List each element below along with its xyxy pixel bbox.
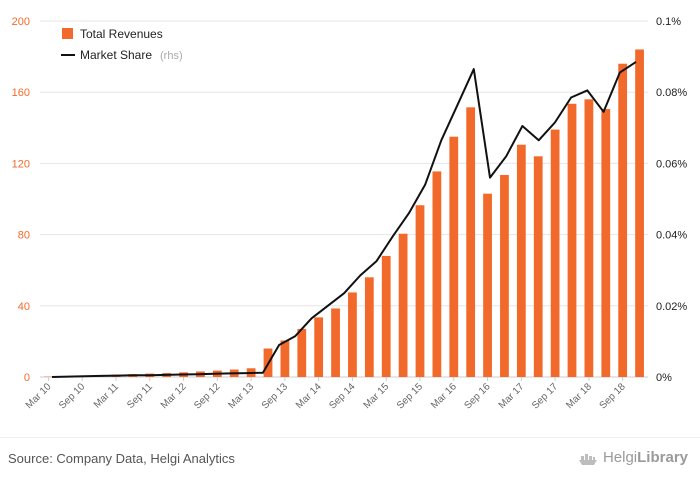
brand-ship-icon (578, 453, 597, 465)
revenue-bar (398, 233, 408, 377)
y-right-tick-label: 0% (656, 372, 672, 384)
revenue-bar (449, 136, 459, 377)
y-left-tick-label: 160 (12, 87, 30, 99)
x-tick-label: Mar 12 (159, 381, 189, 411)
y-left-tick-label: 80 (18, 230, 30, 242)
legend-label-total-revenues: Total Revenues (80, 27, 163, 41)
revenue-bar (415, 205, 425, 377)
legend-label-rhs: (rhs) (160, 50, 183, 62)
revenue-bar (314, 317, 324, 377)
revenue-bar (381, 255, 391, 377)
brand-name-light: Helgi (602, 449, 638, 466)
x-tick-label: Sep 11 (125, 381, 155, 411)
y-right-tick-label: 0.08% (656, 87, 687, 99)
revenue-bar (297, 328, 307, 377)
x-tick-label: Mar 13 (226, 381, 256, 411)
revenue-bar (364, 277, 374, 377)
legend-label-market-share: Market Share (80, 48, 152, 62)
y-left-tick-label: 40 (18, 301, 30, 313)
revenue-bar (618, 63, 628, 377)
revenue-bar (635, 49, 644, 377)
source-note: Source: Company Data, Helgi Analytics (8, 451, 235, 466)
x-tick-label: Mar 10 (24, 381, 54, 411)
revenue-bar (516, 144, 526, 377)
revenue-bar (432, 171, 442, 377)
x-tick-label: Mar 14 (294, 381, 324, 411)
market-share-line (51, 61, 637, 378)
x-tick-label: Sep 13 (260, 381, 290, 411)
y-right-tick-label: 0.04% (656, 230, 687, 242)
revenue-bar (601, 109, 611, 378)
x-tick-label: Mar 16 (429, 381, 459, 411)
revenue-bar (280, 340, 290, 377)
brand-name-bold: Library (637, 449, 688, 466)
y-right-tick-label: 0.1% (656, 16, 681, 28)
x-tick-label: Mar 11 (92, 381, 122, 411)
y-left-tick-label: 120 (12, 158, 30, 170)
y-right-tick-label: 0.02% (656, 301, 687, 313)
x-tick-label: Mar 17 (497, 381, 527, 411)
y-left-tick-label: 200 (12, 16, 30, 28)
chart: 0 40 80 120 160 200 0% 0.02% 0.04% 0.06% 0.08% 0.1%… (12, 16, 688, 412)
revenue-bar (567, 103, 577, 378)
revenue-bar (466, 107, 476, 377)
x-tick-label: Sep 17 (530, 381, 560, 411)
x-tick-label: Mar 18 (564, 381, 594, 411)
x-tick-label: Sep 12 (192, 381, 222, 411)
x-tick-label: Sep 14 (327, 381, 357, 411)
revenue-bar (331, 308, 340, 377)
x-tick-label: Sep 10 (57, 381, 87, 411)
x-tick-label: Sep 16 (462, 381, 492, 411)
revenue-bar (500, 174, 509, 377)
brand-logo[interactable]: Helgi Library (577, 449, 688, 466)
x-tick-label: Mar 15 (362, 381, 392, 411)
revenue-bar (550, 129, 560, 377)
y-left-tick-label: 0 (24, 372, 30, 384)
footer-divider (0, 437, 700, 438)
revenue-bar (584, 99, 594, 377)
x-tick-label: Sep 18 (598, 381, 628, 411)
legend-swatch-total-revenues (62, 28, 73, 39)
revenue-bar (533, 156, 543, 377)
x-tick-label: Sep 15 (395, 381, 425, 411)
revenue-bar (483, 193, 492, 377)
revenue-bar (348, 292, 357, 377)
y-right-tick-label: 0.06% (656, 158, 687, 170)
